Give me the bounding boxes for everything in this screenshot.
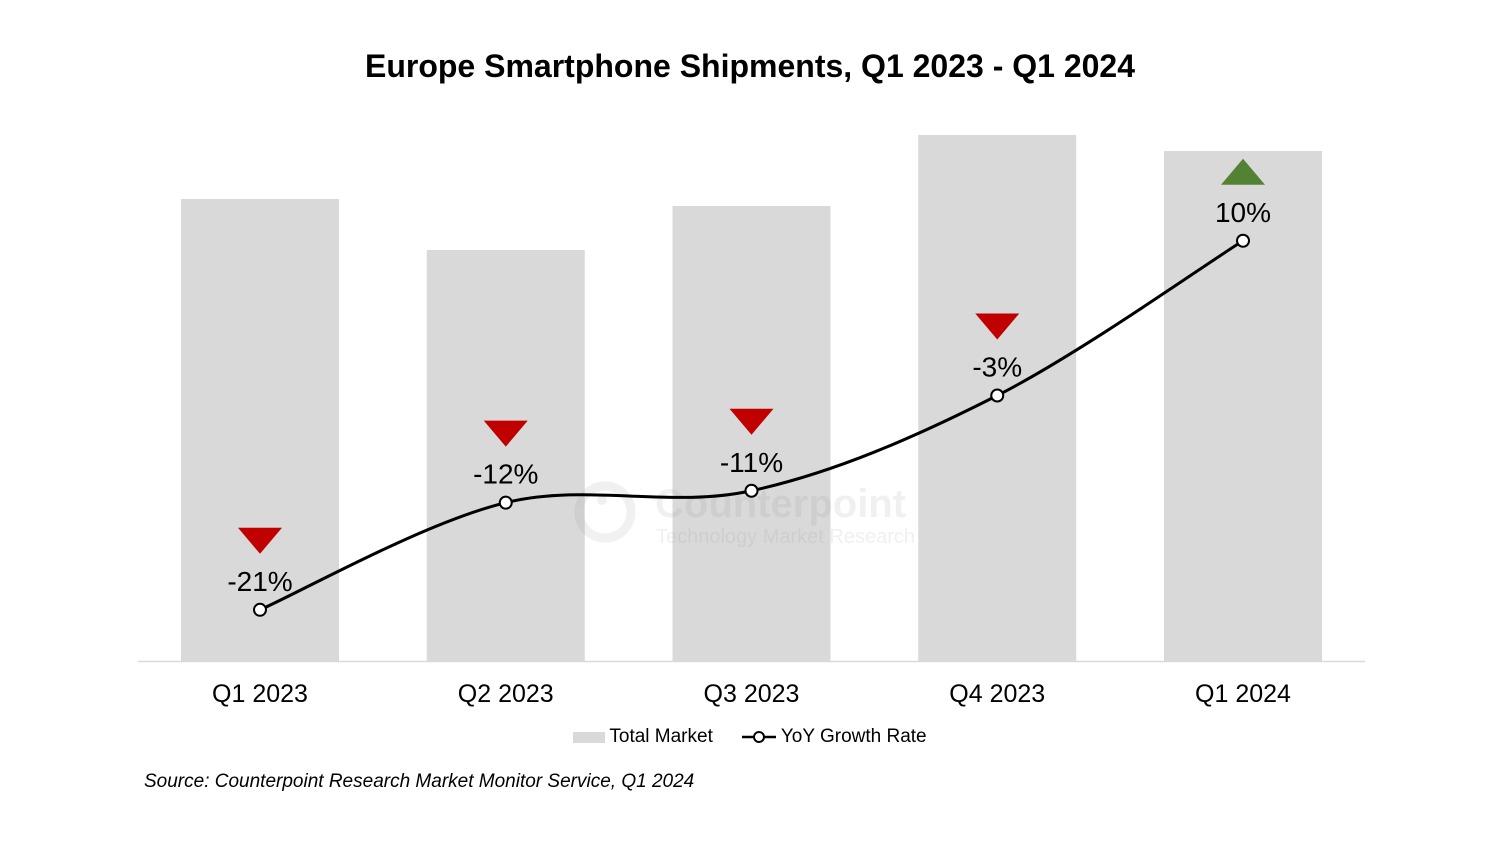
legend-item-yoy-growth: YoY Growth Rate xyxy=(741,726,927,748)
growth-point xyxy=(1236,233,1250,248)
watermark-logo: Counterpoint Technology Market Research xyxy=(574,481,915,548)
x-tick-label: Q1 2024 xyxy=(1195,680,1291,708)
watermark-tagline: Technology Market Research xyxy=(656,526,915,548)
triangle-down-icon xyxy=(975,313,1020,340)
legend-line-marker-icon xyxy=(741,731,776,743)
bar-total-market xyxy=(426,250,585,661)
triangle-down-icon xyxy=(483,420,528,447)
legend-swatch-bar xyxy=(573,731,606,743)
x-tick-label: Q2 2023 xyxy=(458,680,554,708)
source-note: Source: Counterpoint Research Market Mon… xyxy=(144,771,695,792)
x-tick-label: Q1 2023 xyxy=(212,680,308,708)
growth-point xyxy=(744,483,759,498)
triangle-down-icon xyxy=(238,527,282,554)
triangle-up-icon xyxy=(1221,158,1265,185)
growth-point xyxy=(498,495,513,510)
growth-data-label: 10% xyxy=(1215,197,1271,228)
growth-data-label: -12% xyxy=(473,459,538,490)
x-tick-label: Q4 2023 xyxy=(949,680,1045,708)
growth-point xyxy=(253,602,267,617)
triangle-down-icon xyxy=(729,408,774,435)
x-tick-label: Q3 2023 xyxy=(704,680,800,708)
legend: Total Market YoY Growth Rate xyxy=(0,726,1500,748)
chart-title: Europe Smartphone Shipments, Q1 2023 - Q… xyxy=(364,48,1136,84)
legend-label: YoY Growth Rate xyxy=(780,726,927,747)
growth-data-label: -3% xyxy=(972,352,1022,383)
growth-point xyxy=(990,388,1005,403)
watermark-name: Counterpoint xyxy=(655,482,906,526)
growth-data-label: -11% xyxy=(720,447,783,478)
growth-data-label: -21% xyxy=(227,566,292,597)
legend-item-total-market: Total Market xyxy=(573,726,713,748)
legend-label: Total Market xyxy=(609,726,713,747)
